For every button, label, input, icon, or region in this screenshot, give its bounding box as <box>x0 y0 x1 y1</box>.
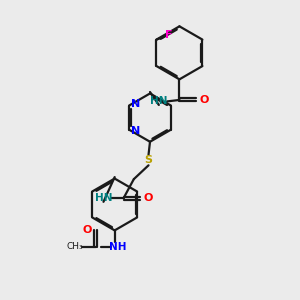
Text: S: S <box>145 155 152 165</box>
Text: O: O <box>199 95 208 105</box>
Text: HN: HN <box>150 96 168 106</box>
Text: HN: HN <box>95 193 112 203</box>
Text: O: O <box>82 225 92 236</box>
Text: O: O <box>143 193 153 203</box>
Text: N: N <box>131 99 140 109</box>
Text: N: N <box>131 126 140 136</box>
Text: NH: NH <box>110 242 127 252</box>
Text: CH₃: CH₃ <box>66 242 82 251</box>
Text: F: F <box>165 30 172 40</box>
